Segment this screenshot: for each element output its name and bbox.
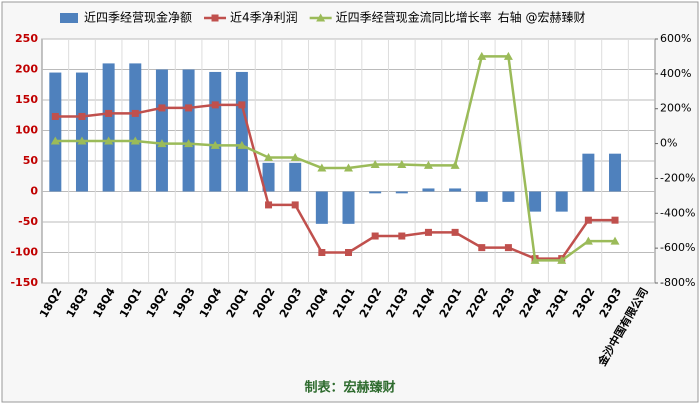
- line-marker: [237, 140, 247, 149]
- line-marker: [51, 112, 59, 120]
- legend-swatch: [60, 13, 78, 23]
- legend-note: 右轴 @宏赫臻财: [498, 10, 586, 25]
- line-marker: [318, 249, 326, 256]
- line-marker: [78, 112, 86, 120]
- line-marker: [104, 136, 114, 145]
- y-tick-label: -50: [18, 215, 38, 228]
- line-marker: [264, 153, 274, 162]
- line-marker: [451, 228, 459, 236]
- bar: [529, 191, 542, 212]
- bar: [75, 72, 88, 192]
- y2-tick-label: 0%: [660, 137, 677, 150]
- bar: [315, 191, 328, 224]
- bar: [209, 71, 222, 192]
- y2-tick-label: -600%: [660, 241, 695, 254]
- bar: [422, 188, 435, 192]
- bar: [155, 69, 168, 192]
- line-marker: [584, 216, 592, 224]
- bar: [609, 153, 622, 192]
- line-marker: [503, 51, 513, 60]
- line-marker: [185, 104, 193, 112]
- line-marker: [398, 232, 406, 240]
- line-marker: [290, 153, 300, 162]
- bar: [342, 191, 355, 224]
- bar: [449, 188, 462, 192]
- bar: [49, 72, 62, 192]
- line-marker: [317, 163, 327, 172]
- line-marker: [131, 109, 139, 117]
- line-marker: [424, 228, 432, 236]
- line-marker: [423, 160, 433, 169]
- y-tick-label: 200: [15, 63, 38, 76]
- legend-label: 近4季净利润: [230, 11, 298, 25]
- line-marker: [77, 136, 87, 145]
- line: [55, 55, 616, 262]
- bar: [369, 191, 382, 194]
- y2-tick-label: 200%: [660, 102, 691, 115]
- y2-tick-label: -200%: [660, 171, 695, 184]
- line-marker: [211, 101, 219, 109]
- line-marker: [105, 109, 113, 117]
- legend-label: 近四季经营现金净额: [84, 10, 192, 25]
- legend-label: 近四季经营现金流同比增长率: [336, 10, 492, 25]
- y-tick-label: 100: [15, 124, 38, 137]
- y-tick-label: 50: [23, 154, 39, 167]
- line-marker: [316, 13, 326, 22]
- y-tick-label: -100: [10, 246, 38, 259]
- line-marker: [345, 249, 352, 256]
- bar: [129, 63, 142, 192]
- line: [55, 103, 616, 260]
- line-marker: [583, 236, 593, 245]
- bar: [395, 191, 408, 194]
- line-marker: [184, 139, 194, 148]
- y2-tick-label: -400%: [660, 206, 695, 219]
- line-marker: [50, 136, 60, 145]
- line-marker: [504, 244, 512, 252]
- line-marker: [370, 159, 380, 168]
- bar: [182, 69, 195, 192]
- y2-tick-label: 400%: [660, 67, 691, 80]
- line-marker: [557, 255, 567, 264]
- line-marker: [478, 244, 486, 252]
- line-marker: [371, 232, 379, 240]
- line-marker: [477, 51, 487, 60]
- line-marker: [450, 160, 460, 169]
- bar: [502, 191, 515, 202]
- line-marker: [291, 201, 299, 209]
- bar: [555, 191, 568, 212]
- line-marker: [158, 104, 166, 112]
- line-marker: [211, 14, 219, 22]
- line-marker: [210, 140, 220, 149]
- y-tick-label: 250: [15, 32, 38, 45]
- y-tick-label: 0: [30, 185, 38, 198]
- line-marker: [610, 236, 620, 245]
- bar: [262, 162, 275, 192]
- y-tick-label: 150: [15, 93, 38, 106]
- line-marker: [265, 201, 273, 209]
- line-marker: [238, 101, 246, 109]
- bar: [235, 71, 248, 192]
- line-marker: [130, 136, 140, 145]
- line-marker: [157, 139, 167, 148]
- bar: [289, 162, 302, 192]
- footer: 制表：宏赫臻财: [304, 380, 395, 396]
- y-tick-label: -150: [10, 276, 38, 289]
- line-marker: [611, 216, 619, 224]
- line-marker: [530, 255, 540, 264]
- line-marker: [344, 163, 353, 172]
- bar: [102, 63, 115, 192]
- y2-tick-label: -800%: [660, 276, 695, 289]
- bar: [475, 191, 488, 202]
- bar: [582, 153, 595, 192]
- line-marker: [397, 159, 407, 168]
- y2-tick-label: 600%: [660, 32, 691, 45]
